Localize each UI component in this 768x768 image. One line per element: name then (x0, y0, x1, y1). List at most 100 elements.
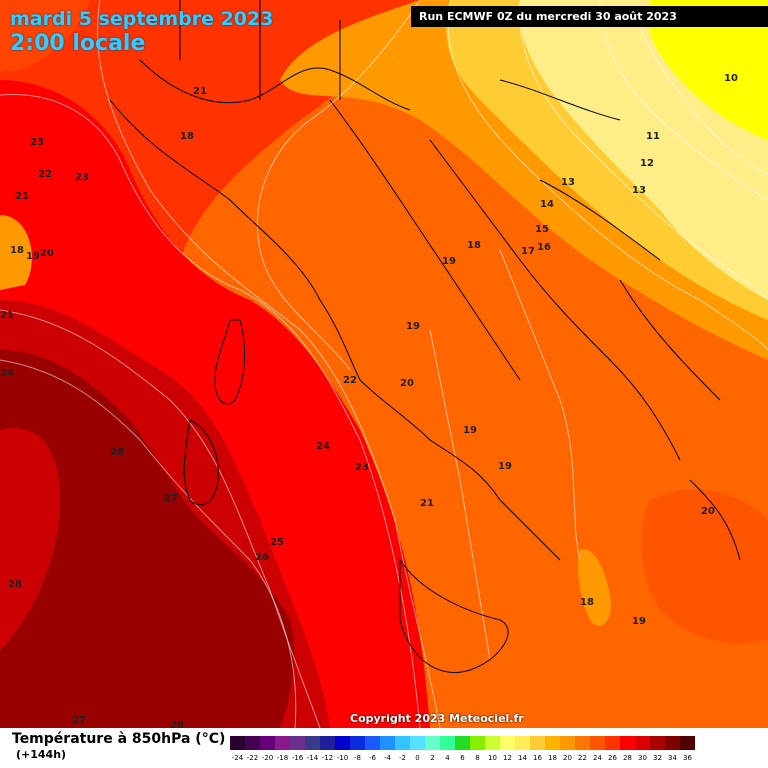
isotherm-labels: 23 22 21 18 19 20 21 24 28 27 26 25 28 2… (0, 73, 738, 728)
scale-label: -4 (384, 754, 391, 762)
scale-label: -16 (291, 754, 304, 762)
scale-label: 10 (488, 754, 497, 762)
iso-label: 28 (110, 447, 124, 458)
iso-label: 23 (355, 462, 369, 473)
scale-label: 16 (533, 754, 542, 762)
iso-label: 17 (521, 246, 535, 257)
iso-label: 27 (72, 715, 86, 726)
iso-label: 21 (420, 498, 434, 509)
scale-swatch (350, 736, 365, 750)
scale-label: 34 (668, 754, 677, 762)
scale-swatch (425, 736, 440, 750)
west-hot-pocket (0, 119, 19, 168)
scale-swatch (260, 736, 275, 750)
scale-label: 6 (460, 754, 465, 762)
map-canvas: 23 22 21 18 19 20 21 24 28 27 26 25 28 2… (0, 0, 768, 728)
iso-label: 19 (632, 616, 646, 627)
iso-label: 23 (75, 172, 89, 183)
scale-swatch (440, 736, 455, 750)
run-info-banner: Run ECMWF 0Z du mercredi 30 août 2023 (411, 6, 768, 27)
iso-label: 26 (255, 552, 269, 563)
scale-swatch (605, 736, 620, 750)
nw-warm-pocket (0, 0, 90, 72)
scale-swatch (365, 736, 380, 750)
scale-label: -2 (399, 754, 406, 762)
scale-label: 24 (593, 754, 602, 762)
forecast-time: 2:00 locale (10, 31, 146, 56)
scale-swatch (485, 736, 500, 750)
warm-pocket-southeast (641, 489, 768, 644)
scale-swatch (320, 736, 335, 750)
scale-label: 36 (683, 754, 692, 762)
scale-swatch (395, 736, 410, 750)
scale-swatch (470, 736, 485, 750)
coastlines-borders (109, 0, 741, 674)
iso-label: 20 (40, 248, 54, 259)
scale-label: -18 (276, 754, 289, 762)
scale-swatch (290, 736, 305, 750)
iso-label: 19 (26, 251, 40, 262)
iso-label: 18 (467, 240, 481, 251)
scale-label: 28 (623, 754, 632, 762)
scale-swatch (245, 736, 260, 750)
iso-label: 22 (38, 169, 52, 180)
iso-label: 19 (463, 425, 477, 436)
iso-label: 14 (540, 199, 554, 210)
scale-swatch (275, 736, 290, 750)
iso-label: 13 (632, 185, 646, 196)
iso-label: 28 (170, 720, 184, 728)
iso-label: 11 (646, 131, 660, 142)
scale-label: -24 (231, 754, 244, 762)
iso-label: 28 (8, 579, 22, 590)
scale-swatch (230, 736, 245, 750)
iso-label: 27 (164, 493, 178, 504)
scale-label: 26 (608, 754, 617, 762)
west-cool-pocket (0, 215, 32, 290)
iso-label: 10 (724, 73, 738, 84)
iso-label: 22 (343, 375, 357, 386)
scale-swatch (455, 736, 470, 750)
iso-label: 25 (270, 537, 284, 548)
iso-label: 18 (10, 245, 24, 256)
scale-label: 14 (518, 754, 527, 762)
scale-label: 32 (653, 754, 662, 762)
variable-title: Température à 850hPa (°C) (12, 731, 226, 747)
forecast-date: mardi 5 septembre 2023 (10, 8, 274, 30)
scale-swatch (560, 736, 575, 750)
scale-label: 12 (503, 754, 512, 762)
scale-label: -14 (306, 754, 319, 762)
scale-swatch (635, 736, 650, 750)
scale-label: 2 (430, 754, 435, 762)
scale-swatch (620, 736, 635, 750)
scale-label: 22 (578, 754, 587, 762)
copyright-text: Copyright 2023 Meteociel.fr (350, 712, 524, 725)
scale-label: 30 (638, 754, 647, 762)
iso-label: 20 (400, 378, 414, 389)
scale-swatch (515, 736, 530, 750)
iso-label: 18 (580, 597, 594, 608)
iso-label: 19 (406, 321, 420, 332)
scale-label: -6 (369, 754, 376, 762)
scale-swatch (665, 736, 680, 750)
iso-label: 19 (498, 461, 512, 472)
scale-swatch (545, 736, 560, 750)
cool-pocket-south (578, 549, 611, 626)
legend-footer: Température à 850hPa (°C) (+144h) -24 -22… (0, 728, 768, 768)
iso-label: 12 (640, 158, 654, 169)
scale-label: -20 (261, 754, 274, 762)
iso-label: 19 (442, 256, 456, 267)
scale-label: 8 (475, 754, 480, 762)
scale-label: -22 (246, 754, 259, 762)
scale-swatch (680, 736, 695, 750)
scale-label: -10 (336, 754, 349, 762)
scale-swatch (530, 736, 545, 750)
iso-label: 24 (316, 441, 330, 452)
scale-swatch (305, 736, 320, 750)
iso-label: 23 (30, 137, 44, 148)
scale-swatch (500, 736, 515, 750)
isotherm-lines (0, 0, 768, 728)
temperature-map: 23 22 21 18 19 20 21 24 28 27 26 25 28 2… (0, 0, 768, 728)
heat-notch (0, 428, 60, 650)
iso-label: 18 (180, 131, 194, 142)
iso-label: 24 (0, 368, 14, 379)
